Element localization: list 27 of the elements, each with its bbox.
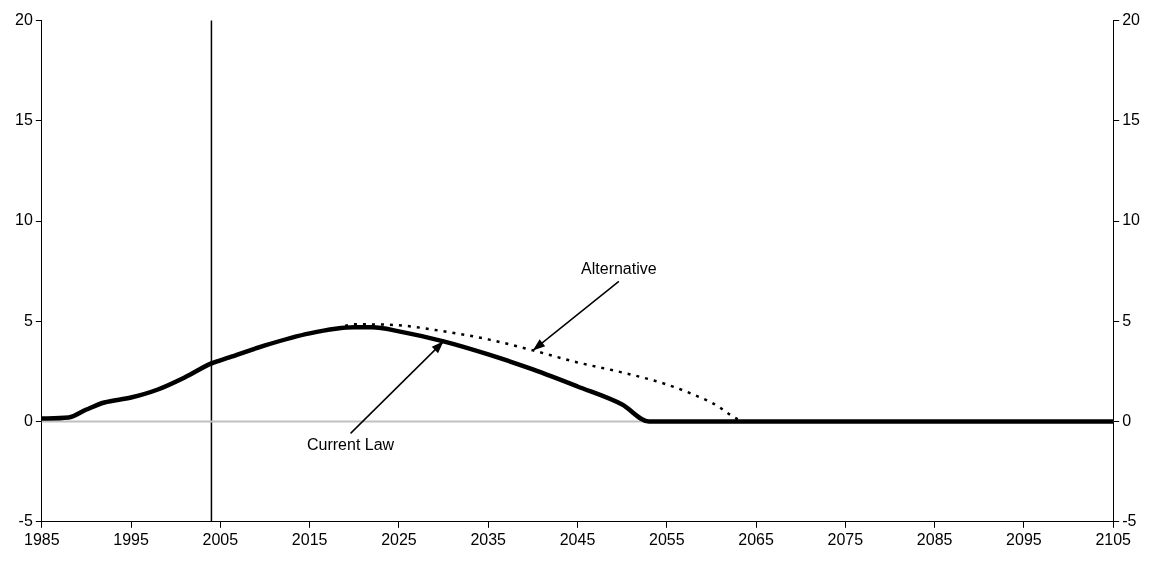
x-tick-label: 2095 bbox=[1006, 530, 1042, 548]
y2-tick-label: 5 bbox=[1122, 311, 1132, 329]
y-tick-label: 5 bbox=[23, 311, 33, 329]
y-tick-label: -5 bbox=[18, 512, 33, 530]
y-tick-label: 20 bbox=[15, 11, 33, 29]
x-tick-label: 2055 bbox=[648, 530, 685, 548]
y-tick-label: 10 bbox=[15, 211, 33, 229]
x-tick-label: 1985 bbox=[24, 530, 60, 548]
x-tick-label: 2035 bbox=[470, 530, 507, 548]
x-tick-label: 2045 bbox=[559, 530, 596, 548]
x-tick-label: 2025 bbox=[381, 530, 417, 548]
y2-tick-label: -5 bbox=[1122, 512, 1137, 530]
y-tick-label: 0 bbox=[23, 411, 33, 429]
text: Alternative bbox=[581, 259, 657, 277]
y2-tick-label: 15 bbox=[1122, 111, 1141, 129]
x-tick-label: 2105 bbox=[1095, 530, 1132, 548]
x-tick-label: 2085 bbox=[916, 530, 953, 548]
x-tick-label: 2015 bbox=[291, 530, 328, 548]
y-tick-label: 15 bbox=[15, 111, 33, 129]
y2-tick-label: 0 bbox=[1122, 411, 1132, 429]
x-tick-label: 1995 bbox=[113, 530, 149, 548]
x-tick-label: 2075 bbox=[827, 530, 864, 548]
y2-tick-label: 20 bbox=[1122, 11, 1141, 29]
x-tick-label: 2005 bbox=[202, 530, 239, 548]
x-tick-label: 2065 bbox=[738, 530, 774, 548]
text: Current Law bbox=[307, 435, 395, 453]
y2-tick-label: 10 bbox=[1122, 211, 1141, 229]
